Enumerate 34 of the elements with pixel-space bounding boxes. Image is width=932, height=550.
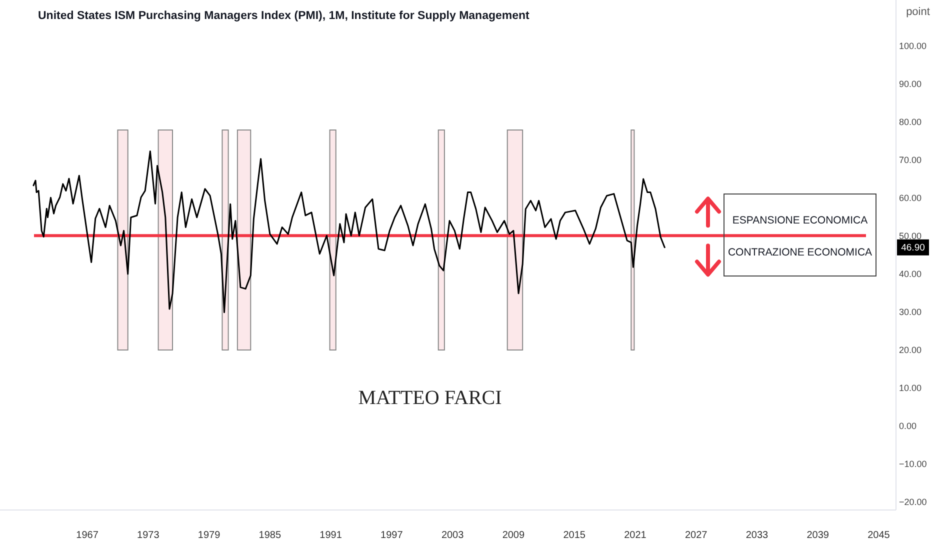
y-tick-label: 30.00: [899, 306, 922, 317]
x-tick-label: 1979: [198, 530, 221, 541]
y-tick-label: 20.00: [899, 344, 922, 355]
annotation: MATTEO FARCI: [358, 387, 502, 409]
x-tick-label: 1967: [76, 530, 99, 541]
y-axis-title: point: [906, 6, 930, 18]
y-tick-label: 0.00: [899, 420, 917, 431]
y-tick-label: 60.00: [899, 192, 922, 203]
y-tick-label: 40.00: [899, 268, 922, 279]
text: United States ISM Purchasing Managers Index (PMI), 1M, Institute for Supply Management: [38, 10, 530, 22]
annotation: 46.90: [901, 242, 925, 254]
y-tick-label: 100.00: [899, 40, 927, 51]
x-tick-label: 2045: [868, 530, 890, 541]
x-tick-label: 2027: [684, 530, 708, 541]
x-tick-label: 2003: [441, 530, 464, 541]
y-tick-label: 90.00: [899, 78, 922, 89]
x-tick-label: 2009: [502, 530, 526, 541]
y-tick-label: 70.00: [899, 154, 922, 165]
annotation: ESPANSIONE ECONOMICA: [732, 214, 868, 227]
x-tick-label: 2039: [806, 530, 830, 541]
y-tick-label: −20.00: [899, 496, 927, 507]
x-tick-label: 2021: [624, 530, 647, 541]
x-tick-label: 2015: [563, 530, 586, 541]
y-tick-label: 50.00: [899, 230, 922, 241]
line-series: [32, 150, 666, 314]
x-tick-label: 1973: [137, 530, 160, 541]
x-tick-label: 1991: [320, 530, 342, 541]
y-tick-label: 80.00: [899, 116, 922, 127]
x-tick-label: 1997: [380, 530, 404, 541]
y-tick-label: 10.00: [899, 382, 922, 393]
y-tick-label: −10.00: [899, 458, 927, 469]
x-tick-label: 2033: [746, 530, 769, 541]
annotation: CONTRAZIONE ECONOMICA: [728, 246, 872, 259]
x-tick-label: 1985: [258, 530, 282, 541]
